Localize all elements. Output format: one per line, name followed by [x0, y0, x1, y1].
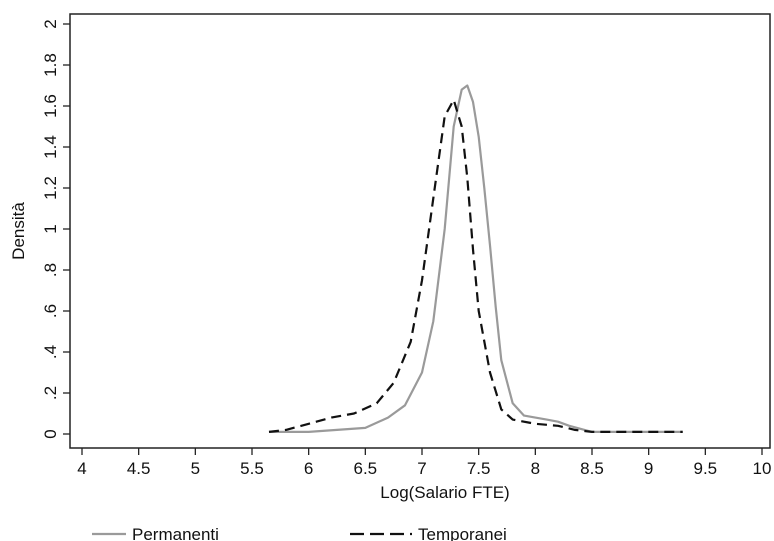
legend-label-temporanei: Temporanei — [418, 525, 507, 541]
x-tick-label: 9 — [644, 459, 653, 478]
series-line-temporanei — [268, 98, 683, 433]
x-tick-label: 7 — [417, 459, 426, 478]
x-tick-label: 8.5 — [580, 459, 604, 478]
x-tick-label: 9.5 — [694, 459, 718, 478]
x-tick-label: 4.5 — [127, 459, 151, 478]
x-tick-label: 6.5 — [354, 459, 378, 478]
y-axis-ticks: 0 .2 .4 .6 .8 1 1.2 1.4 1.6 1.8 2 — [41, 19, 70, 439]
x-tick-label: 5 — [191, 459, 200, 478]
x-tick-label: 4 — [77, 459, 86, 478]
x-axis-title: Log(Salario FTE) — [380, 483, 509, 502]
y-tick-label: .8 — [41, 263, 60, 277]
x-axis-ticks: 4 4.5 5 5.5 6 6.5 7 7.5 8 8.5 9 9.5 10 — [77, 448, 771, 478]
legend: Permanenti Temporanei — [92, 525, 507, 541]
x-tick-label: 8 — [531, 459, 540, 478]
x-tick-label: 10 — [753, 459, 772, 478]
y-tick-label: .2 — [41, 386, 60, 400]
y-tick-label: 1.6 — [41, 94, 60, 118]
y-tick-label: 1.4 — [41, 135, 60, 159]
y-tick-label: .6 — [41, 304, 60, 318]
y-tick-label: 0 — [41, 429, 60, 438]
y-tick-label: 1.8 — [41, 53, 60, 77]
legend-label-permanenti: Permanenti — [132, 525, 219, 541]
y-tick-label: 2 — [41, 19, 60, 28]
plot-frame — [69, 13, 771, 449]
y-tick-label: 1 — [41, 224, 60, 233]
x-tick-label: 5.5 — [240, 459, 264, 478]
y-tick-label: 1.2 — [41, 176, 60, 200]
x-tick-label: 6 — [304, 459, 313, 478]
y-tick-label: .4 — [41, 345, 60, 359]
x-tick-label: 7.5 — [467, 459, 491, 478]
series-line-permanenti — [269, 84, 683, 433]
y-axis-title: Densità — [9, 202, 28, 260]
series-layer — [268, 84, 683, 433]
